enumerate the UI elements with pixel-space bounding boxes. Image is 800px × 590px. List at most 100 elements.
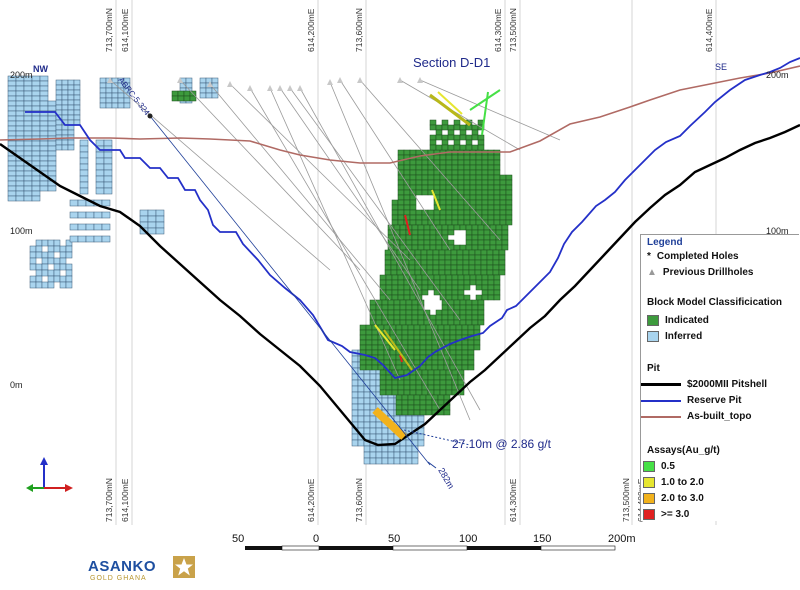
indicated-block bbox=[415, 214, 423, 221]
indicated-block bbox=[489, 244, 497, 251]
axis-orientation-icon bbox=[26, 457, 73, 492]
indicated-block bbox=[501, 224, 509, 231]
indicated-block bbox=[505, 179, 513, 186]
indicated-block bbox=[413, 339, 421, 346]
indicated-block bbox=[377, 349, 385, 356]
indicated-block bbox=[391, 279, 399, 286]
indicated-block bbox=[463, 284, 471, 291]
indicated-block bbox=[409, 159, 417, 166]
indicated-block bbox=[447, 124, 455, 131]
indicated-block bbox=[359, 334, 367, 341]
inferred-block bbox=[39, 165, 49, 172]
indicated-block bbox=[486, 249, 494, 256]
inferred-block bbox=[85, 211, 95, 219]
inferred-block bbox=[41, 239, 49, 247]
indicated-block bbox=[401, 324, 409, 331]
indicated-block bbox=[415, 174, 423, 181]
indicated-block bbox=[451, 219, 459, 226]
elevation-100m-right: 100m bbox=[766, 226, 789, 236]
indicated-block bbox=[433, 179, 441, 186]
inferred-block bbox=[15, 125, 25, 132]
inferred-block bbox=[369, 427, 377, 435]
inferred-block bbox=[199, 87, 207, 94]
inferred-block bbox=[387, 457, 395, 465]
indicated-block bbox=[371, 339, 379, 346]
indicated-block bbox=[457, 274, 465, 281]
inferred-block bbox=[47, 239, 55, 247]
indicated-block bbox=[413, 354, 421, 361]
inferred-block bbox=[47, 275, 55, 283]
inferred-block bbox=[77, 211, 87, 219]
indicated-block bbox=[475, 284, 483, 291]
indicated-block bbox=[415, 384, 423, 391]
indicated-block bbox=[431, 344, 439, 351]
scale-label: 100 bbox=[459, 533, 477, 545]
inferred-block bbox=[369, 457, 377, 465]
indicated-block bbox=[395, 329, 403, 336]
indicated-block bbox=[439, 379, 447, 386]
indicated-block bbox=[465, 229, 473, 236]
drillhole-collar bbox=[107, 77, 113, 83]
legend-indicated-label: Indicated bbox=[665, 315, 709, 326]
indicated-block bbox=[463, 159, 471, 166]
indicated-block bbox=[427, 169, 435, 176]
grid-label-top: 713,700mN bbox=[104, 8, 114, 52]
indicated-block bbox=[445, 164, 453, 171]
drillhole-collar bbox=[287, 85, 293, 91]
indicated-block bbox=[439, 194, 447, 201]
drillhole-collar bbox=[397, 77, 403, 83]
indicated-block bbox=[433, 369, 441, 376]
indicated-block bbox=[407, 399, 415, 406]
indicated-block bbox=[463, 219, 471, 226]
indicated-block bbox=[399, 229, 407, 236]
grid-label-bottom: 713,600mN bbox=[354, 478, 364, 522]
indicated-block bbox=[427, 384, 435, 391]
inferred-block bbox=[103, 157, 113, 165]
inferred-block bbox=[47, 130, 57, 137]
inferred-block bbox=[67, 99, 75, 106]
indicated-block bbox=[449, 344, 457, 351]
indicated-block bbox=[459, 299, 467, 306]
indicated-block bbox=[481, 294, 489, 301]
inferred-block bbox=[53, 257, 61, 265]
indicated-block bbox=[469, 174, 477, 181]
inferred-block bbox=[65, 245, 73, 253]
indicated-block bbox=[439, 159, 447, 166]
inferred-block bbox=[363, 403, 371, 411]
inferred-block bbox=[55, 144, 63, 151]
inferred-block bbox=[69, 235, 79, 243]
direction-se: SE bbox=[715, 62, 727, 72]
indicated-block bbox=[419, 329, 427, 336]
inferred-block bbox=[39, 140, 49, 147]
indicated-block bbox=[441, 319, 449, 326]
indicated-block bbox=[463, 279, 471, 286]
indicated-block bbox=[457, 284, 465, 291]
scale-bar: 50 0 50 100 150 200m bbox=[232, 533, 636, 551]
drillhole-collar bbox=[337, 77, 343, 83]
indicated-block bbox=[493, 279, 501, 286]
inferred-block bbox=[95, 169, 105, 177]
indicated-block bbox=[423, 229, 431, 236]
indicated-block bbox=[480, 254, 488, 261]
legend-assay-bin-label: 1.0 to 2.0 bbox=[661, 477, 704, 488]
indicated-block bbox=[401, 399, 409, 406]
indicated-block bbox=[397, 384, 405, 391]
indicated-block bbox=[435, 309, 443, 316]
inferred-block bbox=[31, 130, 41, 137]
inferred-block bbox=[351, 415, 359, 423]
indicated-block bbox=[379, 379, 387, 386]
indicated-block bbox=[421, 289, 429, 296]
inferred-block bbox=[67, 109, 75, 116]
indicated-block bbox=[409, 384, 417, 391]
inferred-block bbox=[77, 223, 87, 231]
indicated-block bbox=[469, 279, 477, 286]
inferred-block bbox=[95, 175, 105, 183]
indicated-block bbox=[385, 284, 393, 291]
inferred-block bbox=[15, 130, 25, 137]
indicated-block bbox=[431, 364, 439, 371]
inferred-block bbox=[405, 457, 413, 465]
legend-assay-bin: 0.5 bbox=[643, 461, 675, 472]
inferred-block bbox=[31, 120, 41, 127]
indicated-block bbox=[493, 289, 501, 296]
indicated-block bbox=[415, 149, 423, 156]
